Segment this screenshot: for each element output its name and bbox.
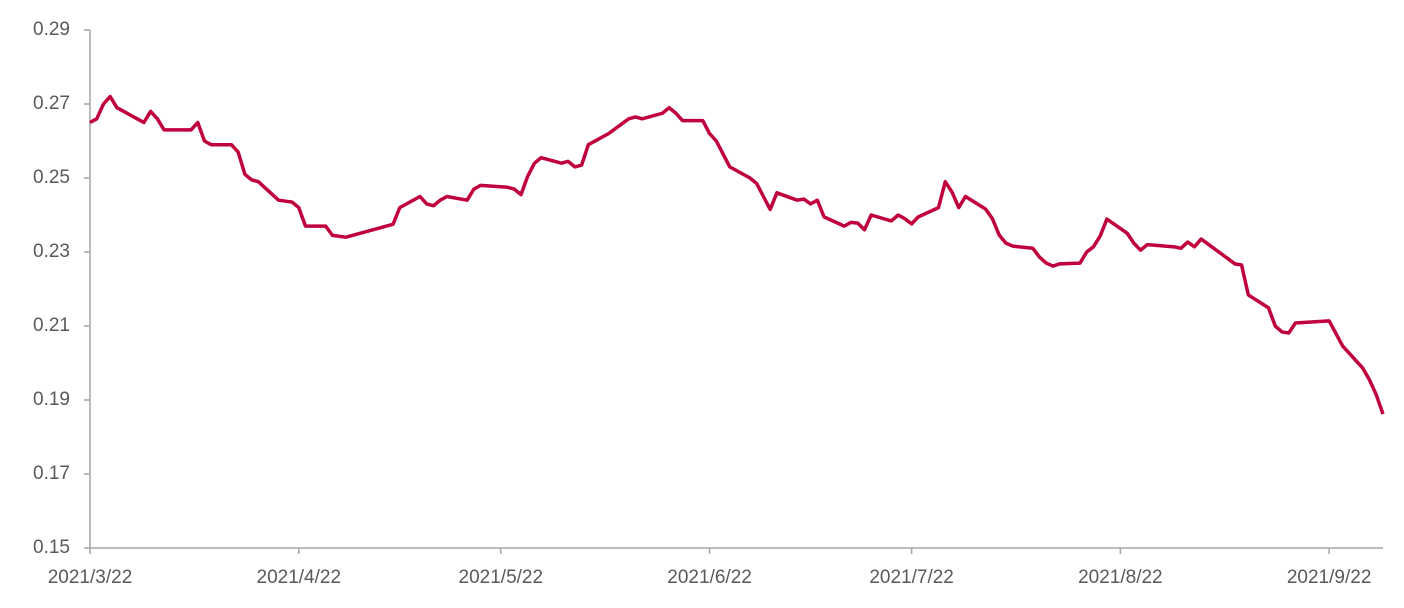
x-tick-label: 2021/3/22 (48, 567, 133, 588)
x-tick-label: 2021/6/22 (667, 567, 752, 588)
y-tick-label: 0.17 (33, 463, 70, 484)
x-tick-label: 2021/7/22 (869, 567, 954, 588)
y-tick-label: 0.19 (33, 389, 70, 410)
x-tick-label: 2021/9/22 (1287, 567, 1372, 588)
x-tick-label: 2021/4/22 (257, 567, 342, 588)
x-tick-label: 2021/8/22 (1078, 567, 1163, 588)
y-tick-label: 0.21 (33, 315, 70, 336)
y-tick-label: 0.27 (33, 93, 70, 114)
x-tick-label: 2021/5/22 (459, 567, 544, 588)
y-tick-label: 0.29 (33, 19, 70, 40)
y-tick-label: 0.23 (33, 241, 70, 262)
data-line (89, 94, 1385, 415)
y-tick-label: 0.15 (33, 537, 70, 558)
y-tick-label: 0.25 (33, 167, 70, 188)
